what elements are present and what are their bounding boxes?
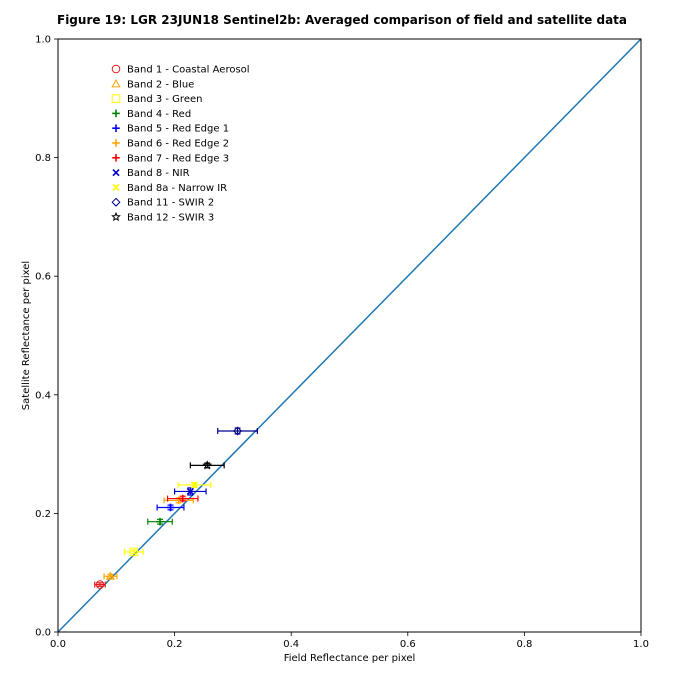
data-point-marker — [105, 571, 116, 580]
legend-item: Band 4 - Red — [112, 109, 191, 120]
legend-item: Band 7 - Red Edge 3 — [112, 153, 229, 164]
legend: Band 1 - Coastal Aerosol Band 2 - Blue Ban… — [111, 64, 250, 224]
legend-label: Band 11 - SWIR 2 — [127, 198, 214, 209]
y-tick-label: 1.0 — [35, 35, 51, 46]
legend-item: Band 8a - Narrow IR — [112, 183, 227, 194]
x-axis-label: Field Reflectance per pixel — [284, 653, 416, 664]
y-tick-label: 0.4 — [35, 390, 51, 401]
plot-area: 0.0 0.2 0.4 0.6 0.8 1.0 0.0 0.2 0.4 0.6 0.8 1.0 — [35, 35, 649, 651]
data-point-marker — [129, 547, 139, 557]
data-point-marker — [95, 580, 105, 589]
data-point-band-5 — [156, 503, 185, 512]
legend-marker — [112, 124, 120, 132]
data-point-marker — [166, 503, 175, 512]
data-point-band-3 — [123, 547, 144, 557]
legend-marker — [112, 183, 120, 192]
y-axis-label: Satellite Reflectance per pixel — [21, 261, 32, 410]
legend-label: Band 8a - Narrow IR — [127, 183, 227, 194]
legend-item: Band 1 - Coastal Aerosol — [111, 64, 250, 76]
data-point-band-9 — [177, 481, 212, 489]
legend-label: Band 3 - Green — [127, 94, 202, 105]
x-tick-label: 1.0 — [633, 639, 649, 650]
data-point-marker — [190, 481, 199, 489]
legend-label: Band 1 - Coastal Aerosol — [127, 65, 250, 76]
y-tick-label: 0.0 — [35, 628, 51, 639]
x-tick-label: 0.2 — [167, 639, 183, 650]
data-point-band-8 — [174, 487, 207, 496]
legend-item: Band 3 - Green — [111, 94, 202, 105]
x-tick-label: 0.8 — [516, 639, 532, 650]
legend-marker — [112, 168, 120, 177]
legend-label: Band 2 - Blue — [127, 79, 194, 90]
data-point-band-2 — [103, 571, 118, 580]
legend-item: Band 5 - Red Edge 1 — [112, 124, 229, 135]
legend-label: Band 7 - Red Edge 3 — [127, 153, 229, 164]
x-tick-label: 0.6 — [400, 639, 416, 650]
legend-marker — [111, 78, 121, 88]
data-point-marker — [233, 426, 243, 436]
legend-item: Band 11 - SWIR 2 — [111, 197, 214, 209]
legend-label: Band 8 - NIR — [127, 168, 190, 179]
legend-marker — [111, 94, 121, 103]
x-tick-label: 0.4 — [283, 639, 299, 650]
data-point-band-7 — [167, 494, 199, 503]
data-point-band-10 — [217, 426, 258, 436]
legend-label: Band 4 - Red — [127, 109, 191, 120]
plot-frame — [57, 38, 642, 633]
legend-marker — [111, 64, 121, 74]
legend-marker — [112, 109, 120, 118]
legend-marker — [112, 139, 120, 147]
chart-title: Figure 19: LGR 23JUN18 Sentinel2b: Avera… — [57, 13, 627, 27]
data-point-band-4 — [147, 517, 173, 526]
data-point-marker — [178, 494, 187, 503]
legend-marker — [112, 154, 120, 162]
legend-item: Band 2 - Blue — [111, 78, 194, 90]
legend-item: Band 12 - SWIR 3 — [111, 211, 214, 224]
legend-marker — [111, 211, 121, 222]
data-point-marker — [186, 487, 194, 496]
legend-item: Band 6 - Red Edge 2 — [112, 139, 229, 150]
x-tick-label: 0.0 — [50, 639, 66, 650]
reference-line — [57, 38, 642, 633]
legend-label: Band 6 - Red Edge 2 — [127, 139, 229, 150]
data-point-band-11 — [189, 460, 225, 470]
y-tick-label: 0.2 — [35, 509, 51, 520]
legend-item: Band 8 - NIR — [112, 168, 190, 179]
data-point-marker — [202, 460, 213, 470]
data-point-band-6 — [163, 496, 194, 505]
legend-marker — [111, 197, 121, 207]
y-tick-label: 0.6 — [35, 272, 51, 283]
legend-label: Band 5 - Red Edge 1 — [127, 124, 229, 135]
data-point-band-1 — [94, 580, 106, 589]
data-point-marker — [156, 517, 164, 526]
y-tick-label: 0.8 — [35, 153, 51, 164]
legend-label: Band 12 - SWIR 3 — [127, 213, 214, 224]
